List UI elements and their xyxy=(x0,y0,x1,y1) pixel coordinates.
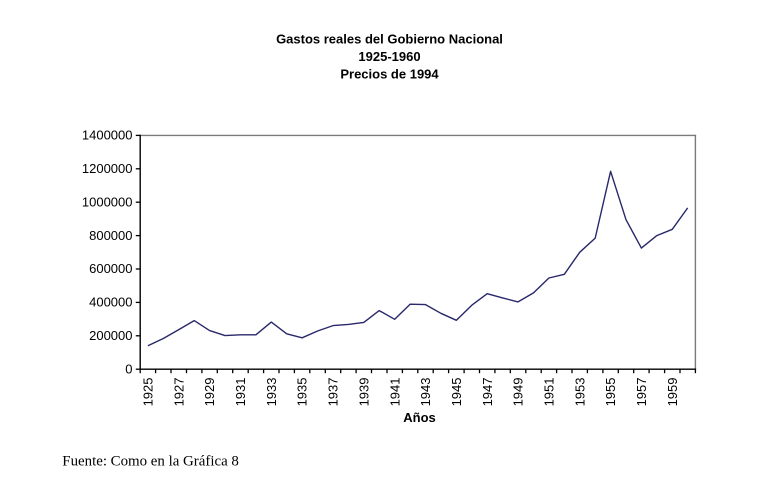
svg-text:1400000: 1400000 xyxy=(82,128,133,143)
svg-text:1949: 1949 xyxy=(511,378,526,407)
svg-text:1955: 1955 xyxy=(603,378,618,407)
svg-text:1941: 1941 xyxy=(387,378,402,407)
svg-text:0: 0 xyxy=(125,361,132,376)
svg-text:600000: 600000 xyxy=(89,261,132,276)
svg-text:1931: 1931 xyxy=(233,378,248,407)
svg-text:1929: 1929 xyxy=(202,378,217,407)
svg-text:1933: 1933 xyxy=(264,378,279,407)
svg-text:1953: 1953 xyxy=(572,378,587,407)
svg-text:1000000: 1000000 xyxy=(82,194,133,209)
svg-text:1925-1960: 1925-1960 xyxy=(358,49,420,64)
svg-text:1957: 1957 xyxy=(634,378,649,407)
svg-text:1935: 1935 xyxy=(295,378,310,407)
svg-text:1945: 1945 xyxy=(449,378,464,407)
svg-text:1959: 1959 xyxy=(665,378,680,407)
svg-text:1200000: 1200000 xyxy=(82,161,133,176)
svg-text:1951: 1951 xyxy=(542,378,557,407)
svg-text:1925: 1925 xyxy=(141,378,156,407)
svg-text:1947: 1947 xyxy=(480,378,495,407)
svg-text:1927: 1927 xyxy=(171,378,186,407)
svg-text:Años: Años xyxy=(403,410,436,425)
svg-text:400000: 400000 xyxy=(89,295,132,310)
svg-text:800000: 800000 xyxy=(89,228,132,243)
svg-text:Fuente: Como en la Gráfica 8: Fuente: Como en la Gráfica 8 xyxy=(62,454,239,470)
svg-text:1937: 1937 xyxy=(326,378,341,407)
svg-text:1939: 1939 xyxy=(356,378,371,407)
svg-text:200000: 200000 xyxy=(89,328,132,343)
svg-text:Gastos reales del Gobierno Nac: Gastos reales del Gobierno Nacional xyxy=(276,31,503,46)
svg-text:1943: 1943 xyxy=(418,378,433,407)
svg-text:Precios de 1994: Precios de 1994 xyxy=(340,67,439,82)
